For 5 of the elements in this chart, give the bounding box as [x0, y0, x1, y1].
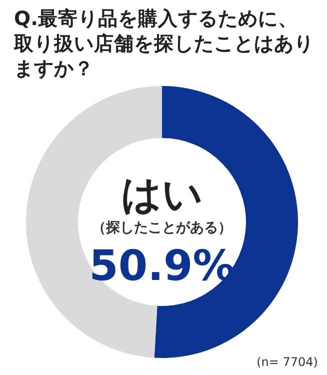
text: （探したことがある）: [92, 220, 232, 236]
slice-label: はい: [121, 172, 203, 218]
chart-title: Q.最寄り品を購入するために、取り扱い店舗を探したことはありますか？: [14, 6, 314, 81]
data-label: 50.9%: [89, 241, 235, 290]
text: (n= 7704): [256, 355, 318, 369]
